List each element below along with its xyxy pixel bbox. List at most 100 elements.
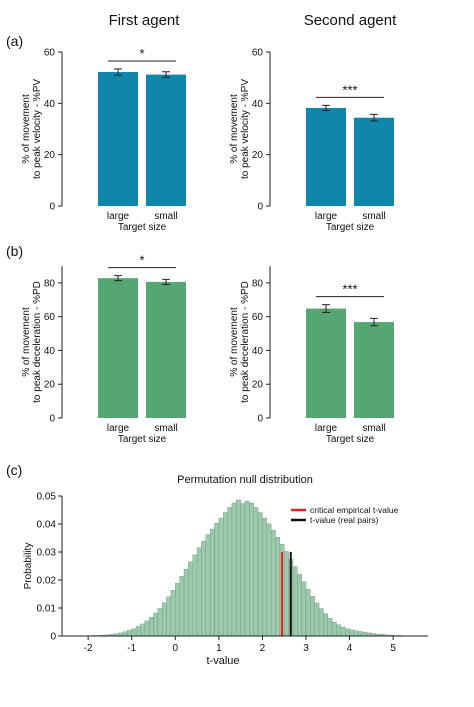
significance-marker: * xyxy=(139,253,144,268)
histogram-bin xyxy=(305,589,311,637)
y-tick-label: 40 xyxy=(44,346,56,357)
histogram-bin xyxy=(192,554,198,637)
x-tick-label-large: large xyxy=(107,211,130,222)
y-tick-label: 0.04 xyxy=(37,520,57,531)
y-tick-label: 40 xyxy=(44,99,56,110)
histogram-bin xyxy=(153,612,159,637)
histogram-bin xyxy=(253,507,259,637)
x-tick-label: -1 xyxy=(127,643,136,654)
panel-label-c: (c) xyxy=(6,462,22,478)
histogram-bin xyxy=(218,517,224,637)
legend-label-0: critical empirical t-value xyxy=(310,505,399,515)
x-tick-label-small: small xyxy=(362,423,385,434)
histogram-bin xyxy=(170,590,176,637)
bar-small xyxy=(146,281,186,418)
histogram-bin xyxy=(336,624,342,637)
bar-chart-2: 0 20 40 60 80 % of movement to peak decelerati… xyxy=(21,253,186,445)
y-tick-label: 60 xyxy=(252,312,264,323)
column-title-second-agent: Second agent xyxy=(304,12,397,29)
bar-small xyxy=(146,74,186,206)
y-tick-label: 0.02 xyxy=(37,576,57,587)
bar-small xyxy=(354,117,394,206)
y-axis-label: Probability xyxy=(23,543,34,590)
histogram-bin xyxy=(301,581,307,637)
y-tick-label: 60 xyxy=(44,312,56,323)
x-axis-label: Target size xyxy=(118,434,167,445)
y-tick-label: 20 xyxy=(44,380,56,391)
histogram-bin xyxy=(297,573,302,637)
histogram-bin xyxy=(179,576,185,637)
bar-large xyxy=(98,72,138,207)
histogram-bin xyxy=(353,630,359,637)
x-tick-label-small: small xyxy=(362,211,385,222)
histogram-bin xyxy=(284,551,289,637)
histogram-bin xyxy=(310,596,315,637)
bar-large xyxy=(98,278,138,418)
histogram-bin xyxy=(270,529,276,637)
histogram-bin xyxy=(144,620,150,637)
bar-chart-3: 0 20 40 60 80 % of movement to peak decelerati… xyxy=(229,266,394,445)
histogram-bin xyxy=(157,608,163,637)
bar-small xyxy=(354,322,394,418)
histogram-bin xyxy=(162,602,167,637)
histogram-bin xyxy=(214,522,220,637)
y-tick-label: 20 xyxy=(252,380,264,391)
histogram-chart: Permutation null distribution 0 0.01 0.02 0.… xyxy=(23,474,428,667)
column-title-first-agent: First agent xyxy=(109,12,181,29)
y-tick-label: 0.05 xyxy=(37,492,57,503)
histogram-bin xyxy=(318,608,324,637)
histogram-bin xyxy=(166,596,172,637)
histogram-bin xyxy=(236,499,241,637)
histogram-bin xyxy=(262,517,267,637)
y-tick-label: 20 xyxy=(44,150,56,161)
x-tick-label: 0 xyxy=(173,643,179,654)
x-axis-label: Target size xyxy=(118,222,167,233)
histogram-bin xyxy=(349,629,355,637)
y-tick-label: 0 xyxy=(257,202,263,213)
histogram-bin xyxy=(231,502,237,637)
histogram-bin xyxy=(223,512,228,637)
histogram-bin xyxy=(188,561,193,637)
significance-marker: *** xyxy=(342,282,357,297)
histogram-bin xyxy=(327,618,333,637)
y-axis-label-line1: % of movement xyxy=(229,307,240,377)
histogram-bin xyxy=(266,523,272,637)
x-tick-label: 4 xyxy=(347,643,353,654)
x-tick-label-large: large xyxy=(315,211,338,222)
histogram-bin xyxy=(201,541,206,637)
histogram-bin xyxy=(122,631,128,637)
histogram-bin xyxy=(148,617,154,637)
histogram-bin xyxy=(131,628,137,637)
x-tick-label-large: large xyxy=(107,423,130,434)
x-tick-label-small: small xyxy=(154,423,177,434)
y-tick-label: 0 xyxy=(257,414,263,425)
x-tick-label: -2 xyxy=(84,643,93,654)
histogram-bin xyxy=(175,583,180,637)
y-tick-label: 20 xyxy=(252,150,264,161)
legend-label-1: t-value (real pairs) xyxy=(310,515,379,525)
x-tick-label-large: large xyxy=(315,423,338,434)
histogram-bin xyxy=(240,503,246,637)
x-tick-label: 3 xyxy=(303,643,309,654)
x-tick-label: 1 xyxy=(216,643,222,654)
histogram-bin xyxy=(205,534,211,637)
significance-marker: * xyxy=(139,46,144,61)
histogram-title: Permutation null distribution xyxy=(177,474,313,486)
histogram-bin xyxy=(183,568,189,637)
y-tick-label: 0 xyxy=(49,202,55,213)
histogram-bin xyxy=(227,507,233,637)
histogram-bin xyxy=(358,631,363,637)
y-axis-label-line1: % of movement xyxy=(229,94,240,164)
y-axis-label-line1: % of movement xyxy=(21,307,32,377)
histogram-bin xyxy=(135,626,141,637)
histogram-bin xyxy=(209,528,215,637)
histogram-bin xyxy=(292,566,298,637)
histogram-bin xyxy=(196,547,202,637)
significance-marker: *** xyxy=(342,82,357,97)
y-tick-label: 80 xyxy=(44,278,56,289)
histogram-bin xyxy=(323,613,328,637)
y-axis-label-line2: to peak deceleration - %PD xyxy=(240,281,251,403)
histogram-bin xyxy=(340,626,346,637)
y-tick-label: 0 xyxy=(50,632,56,643)
